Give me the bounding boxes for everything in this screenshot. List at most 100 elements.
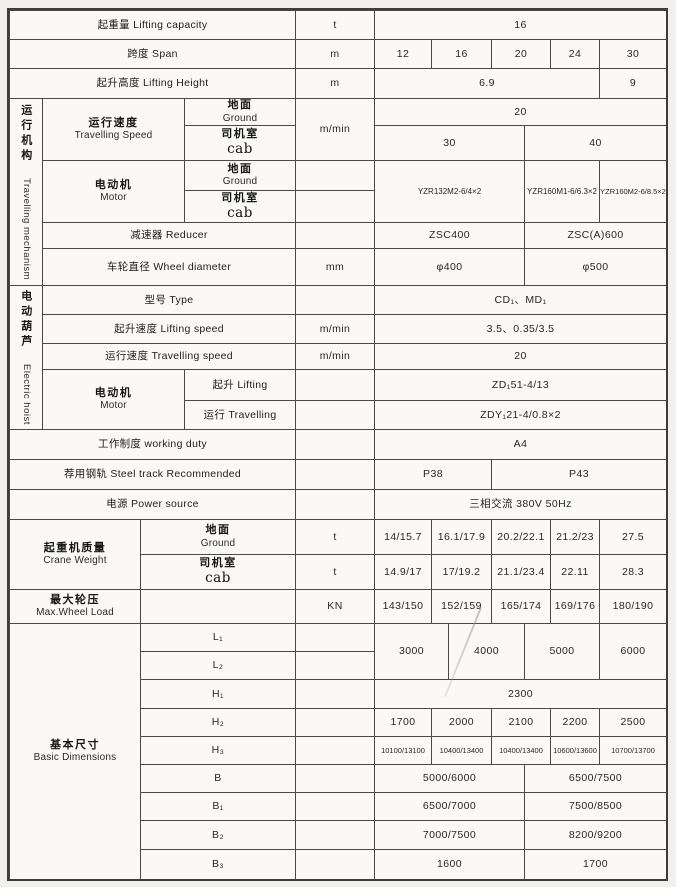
- travelling-speed-unit: m/min: [295, 98, 374, 160]
- electric-hoist-group-en: Electric hoist: [20, 363, 32, 425]
- dim-b1-unit-empty: [295, 792, 374, 820]
- hoist-travelling-speed-value: 20: [374, 343, 666, 369]
- steel-track-value-right: P43: [491, 459, 666, 489]
- travelling-motor-ground-sublabel: 地面 Ground: [184, 160, 295, 190]
- reducer-value-right: ZSC(A)600: [524, 222, 666, 248]
- travelling-speed-cab-value-right: 40: [524, 125, 666, 160]
- crane-weight-ground-v0: 14/15.7: [374, 519, 431, 554]
- travelling-motor-value-2: YZR160M1-6/6.3×2: [524, 160, 599, 222]
- hoist-type-unit-empty: [295, 285, 374, 314]
- steel-track-value-left: P38: [374, 459, 491, 489]
- lifting-height-label: 起升高度 Lifting Height: [9, 68, 295, 98]
- dim-b2-left: 7000/7500: [374, 820, 524, 849]
- crane-weight-cab-v0: 14.9/17: [374, 554, 431, 589]
- dim-h3-sublabel: H₃: [140, 736, 295, 764]
- dim-h2-unit-empty: [295, 708, 374, 736]
- dim-b3-right: 1700: [524, 849, 666, 879]
- dim-b2-unit-empty: [295, 820, 374, 849]
- hoist-motor-label-cn: 电动机: [94, 386, 133, 399]
- dim-l1-unit-empty: [295, 623, 374, 651]
- power-source-unit-empty: [295, 489, 374, 519]
- hoist-motor-travelling-sublabel: 运行 Travelling: [184, 400, 295, 429]
- dim-l-v1: 4000: [448, 623, 524, 679]
- crane-weight-cab-unit: t: [295, 554, 374, 589]
- hoist-motor-unit-empty-1: [295, 369, 374, 400]
- basic-dimensions-label-cn: 基本尺寸: [50, 738, 100, 751]
- crane-weight-ground-v1: 16.1/17.9: [431, 519, 491, 554]
- travelling-speed-cab-value-left: 30: [374, 125, 524, 160]
- hoist-motor-label-en: Motor: [100, 400, 127, 412]
- travelling-motor-label: 电动机 Motor: [42, 160, 184, 222]
- dim-b-sublabel: B: [140, 764, 295, 792]
- wheel-diameter-value-left: φ400: [374, 248, 524, 285]
- dim-h3-v2: 10400/13400: [491, 736, 550, 764]
- lifting-capacity-label: 起重量 Lifting capacity: [9, 10, 295, 39]
- crane-weight-ground-sublabel: 地面 Ground: [140, 519, 295, 554]
- dim-h1-unit-empty: [295, 679, 374, 708]
- dim-l2-unit-empty: [295, 651, 374, 679]
- crane-weight-label-en: Crane Weight: [43, 555, 107, 567]
- travelling-motor-unit-empty-2: [295, 190, 374, 222]
- hoist-motor-travelling-value: ZDY₁21-4/0.8×2: [374, 400, 666, 429]
- crane-weight-ground-unit: t: [295, 519, 374, 554]
- hoist-motor-unit-empty-2: [295, 400, 374, 429]
- travelling-motor-label-cn: 电动机: [94, 178, 133, 191]
- crane-weight-label-cn: 起重机质量: [43, 541, 107, 554]
- travelling-motor-ground-en: Ground: [222, 176, 258, 188]
- dim-h2-v1: 2000: [431, 708, 491, 736]
- basic-dimensions-label-en: Basic Dimensions: [33, 752, 117, 764]
- travelling-speed-label-cn: 运行速度: [88, 116, 139, 129]
- lifting-capacity-unit: t: [295, 10, 374, 39]
- dim-l2-sublabel: L₂: [140, 651, 295, 679]
- crane-specification-table: 起重量 Lifting capacity t 16 跨度 Span m 12 1…: [7, 8, 668, 881]
- lifting-height-value-span30: 9: [599, 68, 666, 98]
- travelling-motor-ground-cn: 地面: [227, 162, 253, 175]
- dim-b-right: 6500/7500: [524, 764, 666, 792]
- dim-h1-value: 2300: [374, 679, 666, 708]
- dim-b3-unit-empty: [295, 849, 374, 879]
- max-wheel-load-v3: 169/176: [550, 589, 599, 623]
- dim-b-unit-empty: [295, 764, 374, 792]
- steel-track-label: 荐用钢轨 Steel track Recommended: [9, 459, 295, 489]
- travelling-speed-ground-en: Ground: [222, 112, 258, 124]
- dim-h2-v0: 1700: [374, 708, 431, 736]
- span-value-12: 12: [374, 39, 431, 68]
- working-duty-label: 工作制度 working duty: [9, 429, 295, 459]
- electric-hoist-group-label: 电动葫芦 Electric hoist: [16, 290, 36, 424]
- lifting-height-unit: m: [295, 68, 374, 98]
- power-source-label: 电源 Power source: [9, 489, 295, 519]
- span-value-20: 20: [491, 39, 550, 68]
- dim-b1-right: 7500/8500: [524, 792, 666, 820]
- hoist-type-label: 型号 Type: [42, 285, 295, 314]
- travelling-motor-cab-cn: 司机室: [221, 191, 259, 204]
- crane-weight-cab-v1: 17/19.2: [431, 554, 491, 589]
- dim-b1-left: 6500/7000: [374, 792, 524, 820]
- reducer-label: 减速器 Reducer: [42, 222, 295, 248]
- power-source-value: 三相交流 380V 50Hz: [374, 489, 666, 519]
- max-wheel-load-v2: 165/174: [491, 589, 550, 623]
- dim-h3-v4: 10700/13700: [599, 736, 666, 764]
- dim-l1-sublabel: L₁: [140, 623, 295, 651]
- travelling-motor-value-1: YZR132M2-6/4×2: [374, 160, 524, 222]
- travelling-speed-cab-sublabel: 司机室 cab: [184, 125, 295, 160]
- lifting-height-value-main: 6.9: [374, 68, 599, 98]
- travelling-motor-unit-empty-1: [295, 160, 374, 190]
- span-unit: m: [295, 39, 374, 68]
- electric-hoist-group-cn: 电动葫芦: [19, 290, 32, 351]
- crane-weight-cab-cn: 司机室: [199, 557, 237, 570]
- working-duty-unit-empty: [295, 429, 374, 459]
- wheel-diameter-label: 车轮直径 Wheel diameter: [42, 248, 295, 285]
- crane-weight-cab-sublabel: 司机室 cab: [140, 554, 295, 589]
- dim-h1-sublabel: H₁: [140, 679, 295, 708]
- lifting-capacity-value: 16: [374, 10, 666, 39]
- travelling-speed-label: 运行速度 Travelling Speed: [42, 98, 184, 160]
- electric-hoist-group-cell: 电动葫芦 Electric hoist: [9, 285, 42, 429]
- crane-weight-ground-v3: 21.2/23: [550, 519, 599, 554]
- travelling-mechanism-group-label: 运行机构 Travelling mechanism: [16, 104, 36, 280]
- hoist-type-value: CD₁、MD₁: [374, 285, 666, 314]
- crane-weight-cab-en: cab: [205, 570, 231, 587]
- span-value-16: 16: [431, 39, 491, 68]
- working-duty-value: A4: [374, 429, 666, 459]
- hoist-lifting-speed-label: 起升速度 Lifting speed: [42, 314, 295, 343]
- max-wheel-load-v1: 152/159: [431, 589, 491, 623]
